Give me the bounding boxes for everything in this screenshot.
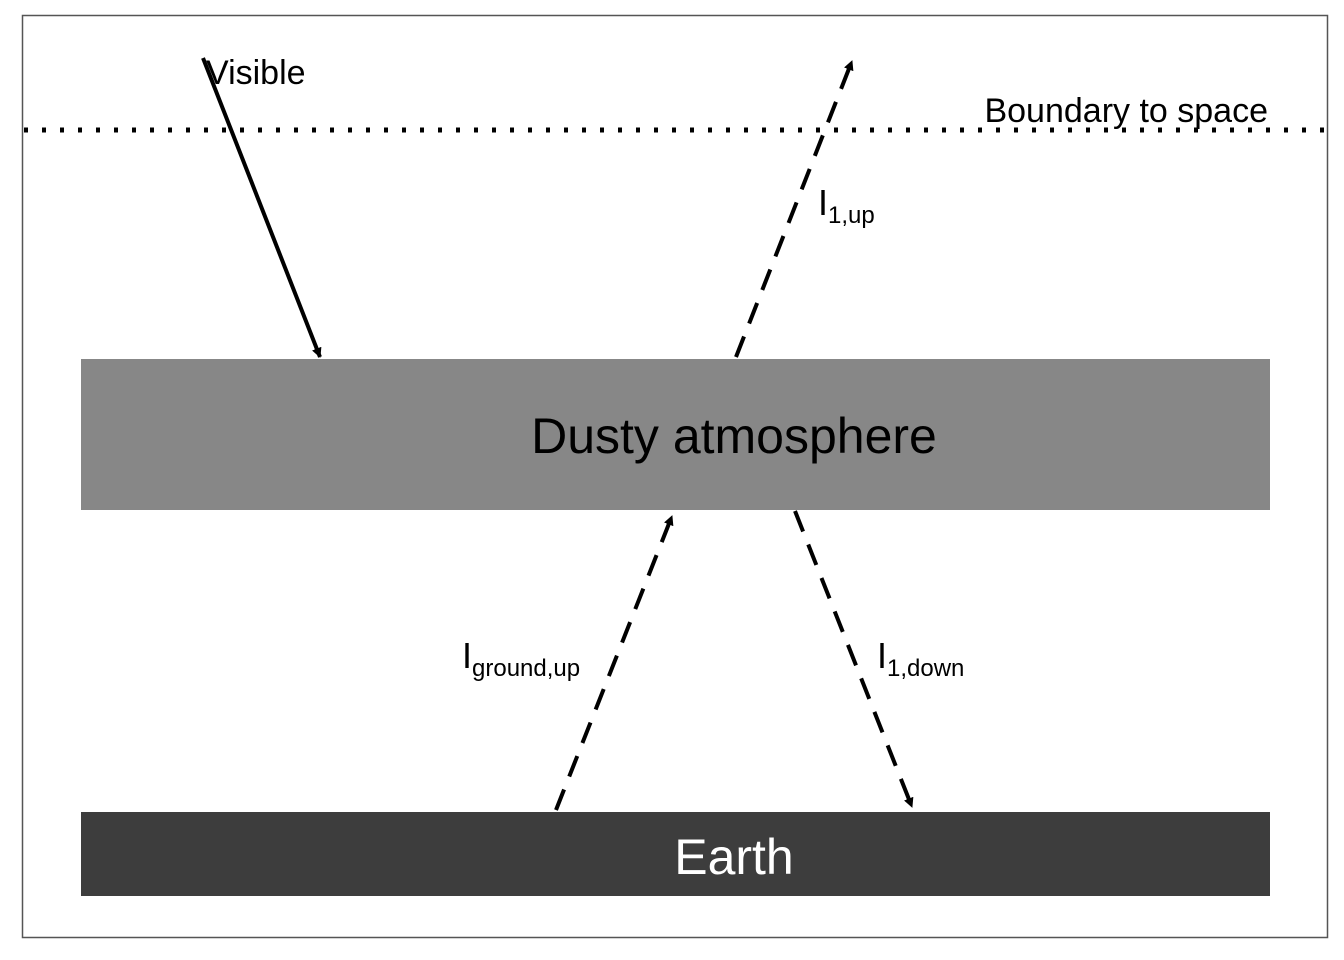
figure-frame bbox=[21, 14, 1329, 939]
i1-down-arrow bbox=[793, 510, 914, 808]
i1-down-sub: 1,down bbox=[887, 655, 964, 682]
atmosphere-layer bbox=[81, 359, 1270, 510]
i-ground-up-sub: ground,up bbox=[472, 655, 580, 682]
visible-label: Visible bbox=[206, 54, 306, 92]
i1-down-label: I1,down bbox=[877, 635, 964, 682]
atmosphere-label: Dusty atmosphere bbox=[531, 408, 937, 464]
visible-arrow bbox=[201, 57, 322, 358]
earth-label: Earth bbox=[674, 829, 794, 885]
boundary-label: Boundary to space bbox=[984, 92, 1268, 130]
i-ground-up-arrow bbox=[554, 515, 674, 811]
i1-up-main: I bbox=[818, 182, 828, 223]
i-ground-up-label: Iground,up bbox=[462, 635, 580, 682]
earth-layer bbox=[81, 812, 1270, 896]
i1-up-label: I1,up bbox=[818, 182, 875, 229]
i1-down-main: I bbox=[877, 635, 887, 676]
i-ground-up-main: I bbox=[462, 635, 472, 676]
i1-up-arrow bbox=[734, 60, 854, 358]
i1-up-sub: 1,up bbox=[828, 202, 875, 229]
